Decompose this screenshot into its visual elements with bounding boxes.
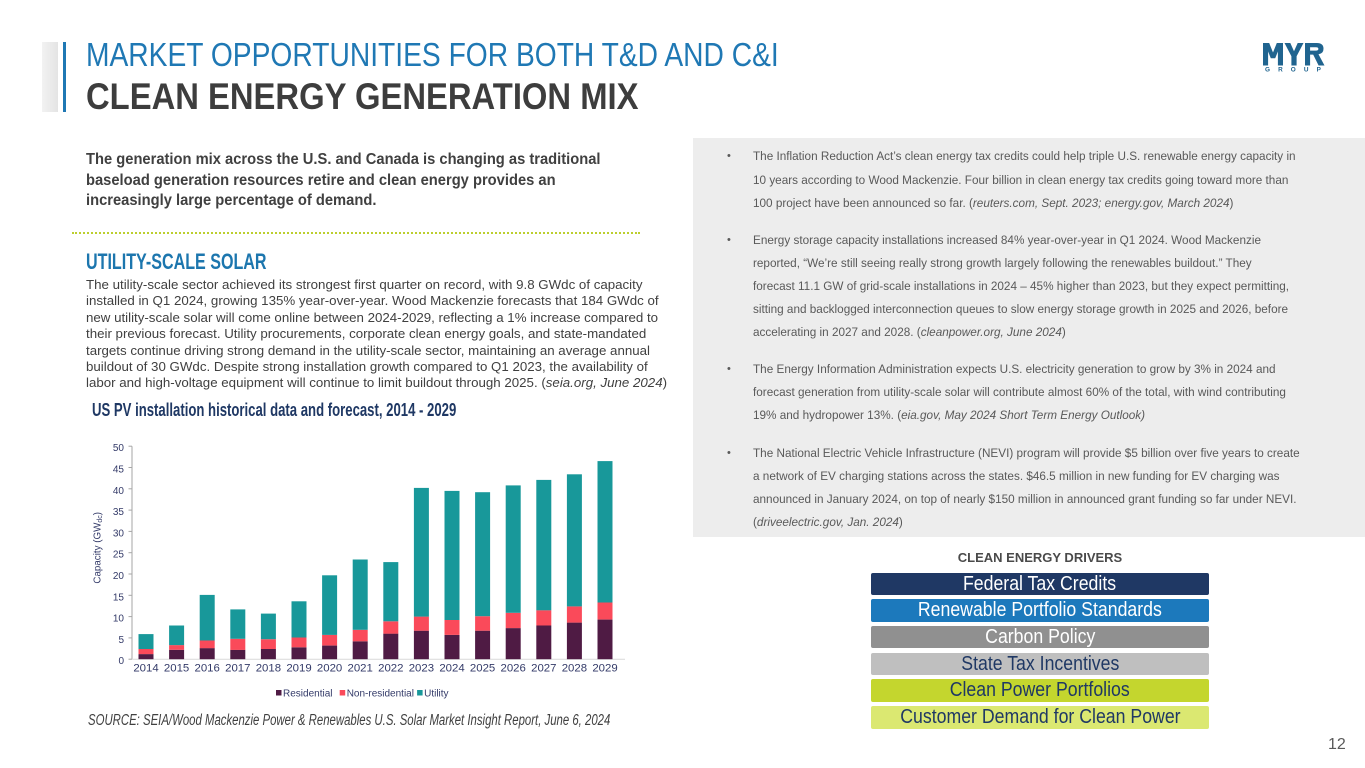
svg-text:GROUP: GROUP xyxy=(1265,66,1325,73)
svg-text:2020: 2020 xyxy=(317,663,342,675)
svg-text:2015: 2015 xyxy=(164,663,189,675)
svg-text:2014: 2014 xyxy=(133,663,158,675)
svg-text:Residential: Residential xyxy=(283,689,332,700)
svg-text:30: 30 xyxy=(113,528,125,539)
svg-text:Utility: Utility xyxy=(424,689,448,700)
svg-text:0: 0 xyxy=(118,656,124,667)
svg-text:2029: 2029 xyxy=(592,663,617,675)
svg-text:2021: 2021 xyxy=(348,663,373,675)
svg-text:45: 45 xyxy=(113,465,125,476)
svg-text:Non-residential: Non-residential xyxy=(347,689,414,700)
svg-text:2019: 2019 xyxy=(286,663,311,675)
svg-text:5: 5 xyxy=(118,635,124,646)
svg-text:2027: 2027 xyxy=(531,663,556,675)
svg-text:25: 25 xyxy=(113,550,125,561)
svg-text:2018: 2018 xyxy=(256,663,281,675)
svg-text:2023: 2023 xyxy=(409,663,434,675)
svg-text:2028: 2028 xyxy=(562,663,587,675)
svg-text:40: 40 xyxy=(113,486,125,497)
svg-text:2026: 2026 xyxy=(501,663,526,675)
svg-text:15: 15 xyxy=(113,592,125,603)
svg-text:20: 20 xyxy=(113,571,125,582)
svg-text:2024: 2024 xyxy=(439,663,464,675)
svg-text:35: 35 xyxy=(113,507,125,518)
svg-text:Capacity (GWdc): Capacity (GWdc) xyxy=(93,512,105,584)
svg-text:50: 50 xyxy=(113,443,125,454)
svg-text:10: 10 xyxy=(113,614,125,625)
svg-text:2016: 2016 xyxy=(195,663,220,675)
svg-text:2017: 2017 xyxy=(225,663,250,675)
svg-text:2022: 2022 xyxy=(378,663,403,675)
svg-text:2025: 2025 xyxy=(470,663,495,675)
